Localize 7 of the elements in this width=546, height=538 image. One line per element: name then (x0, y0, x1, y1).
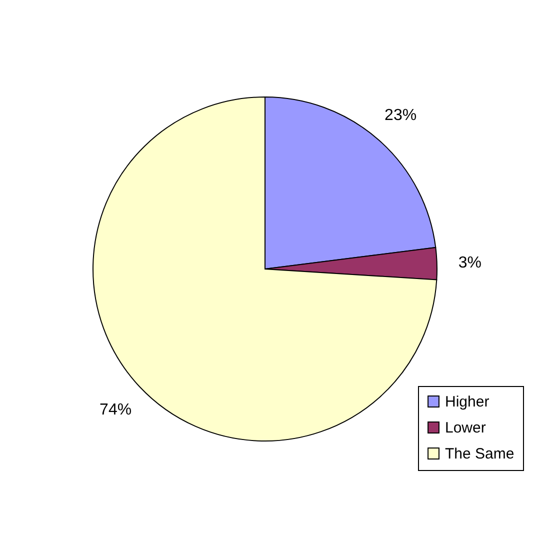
legend-label: Lower (445, 420, 486, 436)
pie-slice (92, 96, 438, 442)
legend-label: Higher (445, 394, 490, 410)
legend-label: The Same (445, 446, 514, 462)
data-label: 23% (384, 107, 417, 124)
data-label: 3% (458, 254, 482, 272)
data-label: 74% (100, 401, 132, 418)
